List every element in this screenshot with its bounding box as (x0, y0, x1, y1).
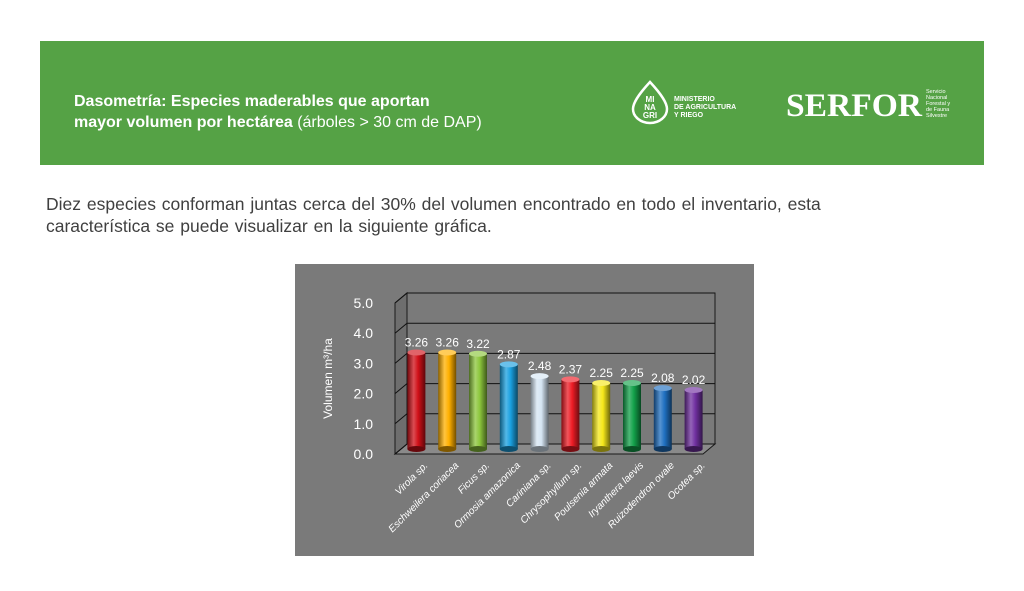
bar-top (407, 349, 426, 356)
title-line-1: Dasometría: Especies maderables que apor… (74, 93, 430, 110)
bar-base (623, 446, 641, 452)
bar-base (653, 446, 672, 452)
bar (407, 352, 426, 449)
serfor-text-3: Forestal y (926, 101, 950, 107)
slide-title: Dasometría: Especies maderables que apor… (74, 91, 482, 133)
chart-side-wall (394, 291, 408, 456)
bar (623, 383, 641, 449)
bar (592, 383, 611, 449)
gridline (394, 352, 715, 364)
serfor-logo: SERFOR Servicio Nacional Forestal y de F… (786, 88, 950, 124)
data-label: 2.08 (651, 371, 675, 385)
bar (561, 379, 580, 449)
bar-top (684, 386, 703, 393)
gridline (394, 383, 715, 394)
data-label: 2.37 (559, 362, 583, 376)
serfor-wordmark: SERFOR (786, 88, 923, 124)
bar-base (469, 446, 487, 452)
bar-top (530, 373, 549, 380)
y-tick-label: 2.0 (354, 386, 374, 402)
bar-base (407, 446, 426, 452)
data-label: 2.25 (620, 366, 644, 380)
bar (469, 353, 487, 449)
intro-line-2: característica se puede visualizar en la… (46, 216, 492, 236)
data-label: 3.22 (466, 337, 490, 351)
bar-base (561, 446, 580, 452)
minagri-text-3: Y RIEGO (674, 112, 704, 119)
y-tick-label: 3.0 (354, 355, 374, 371)
minagri-logo: MI NA GRI MINISTERIO DE AGRICULTURA Y RI… (631, 80, 736, 125)
minagri-mark-2: NA (644, 103, 656, 112)
data-label: 2.25 (590, 366, 614, 380)
bar (530, 376, 549, 449)
bar-top (561, 376, 580, 383)
y-tick-label: 4.0 (354, 325, 374, 341)
y-axis-label: Volumen m³/ha (321, 338, 335, 419)
bar-top (469, 350, 487, 357)
chart-panel: 0.0 1.0 2.0 3.0 4.0 5.0 Volumen m³/ha 3.26 Virol… (295, 264, 754, 556)
bar-top (592, 380, 611, 387)
y-tick-label: 5.0 (354, 295, 374, 311)
gridline (394, 413, 715, 425)
bar (684, 389, 703, 449)
x-tick-label: Iryanthera laevis (586, 460, 646, 520)
bar-base (530, 446, 549, 452)
bar-base (438, 446, 457, 452)
title-line-2-bold: mayor volumen por hectárea (74, 114, 293, 131)
minagri-mark-3: GRI (643, 111, 657, 120)
bar-base (592, 446, 611, 452)
bar-top (653, 385, 672, 392)
minagri-drop-icon (631, 80, 669, 125)
bar-top (499, 361, 518, 368)
data-label: 3.26 (405, 336, 429, 350)
bar-base (684, 446, 703, 452)
y-tick-label: 1.0 (354, 416, 374, 432)
bar-base (499, 446, 518, 452)
gridline (394, 322, 715, 334)
bar (653, 388, 672, 449)
gridline (394, 443, 715, 455)
serfor-text-2: Nacional (926, 95, 947, 101)
data-label: 2.87 (497, 347, 521, 361)
data-label: 2.48 (528, 359, 552, 373)
bar-top (623, 380, 641, 387)
minagri-text-1: MINISTERIO (674, 96, 715, 103)
minagri-text-2: DE AGRICULTURA (674, 104, 736, 111)
bar (438, 352, 457, 449)
intro-paragraph: Diez especies conforman juntas cerca del… (46, 193, 976, 237)
intro-line-1: Diez especies conforman juntas cerca del… (46, 194, 821, 214)
serfor-text-4: de Fauna (926, 107, 950, 113)
bar (499, 364, 518, 449)
minagri-mark-1: MI (646, 95, 655, 104)
serfor-text-5: Silvestre (926, 113, 947, 119)
serfor-text-1: Servicio (926, 89, 946, 95)
header-banner: Dasometría: Especies maderables que apor… (40, 41, 984, 165)
gridline (394, 292, 715, 304)
data-label: 3.26 (436, 336, 460, 350)
title-line-2-rest: (árboles > 30 cm de DAP) (292, 114, 482, 131)
y-tick-label: 0.0 (354, 446, 374, 462)
bar-top (438, 349, 457, 356)
data-label: 2.02 (682, 373, 706, 387)
